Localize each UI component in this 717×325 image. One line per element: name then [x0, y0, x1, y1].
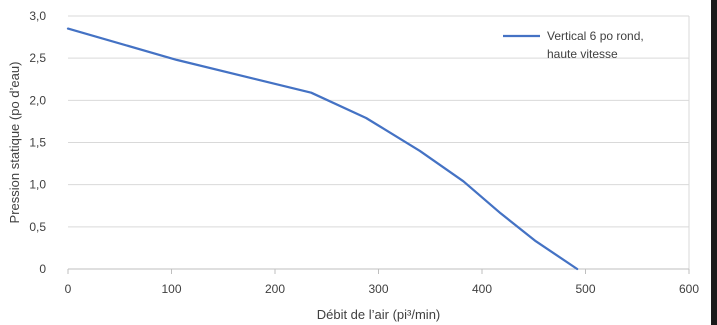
- y-tick-labels: 0 0,5 1,0 1,5 2,0 2,5 3,0: [29, 9, 46, 276]
- x-tick-label: 100: [161, 282, 181, 296]
- y-tick-label: 3,0: [29, 9, 46, 23]
- x-axis-title: Débit de l’air (pi³/min): [317, 307, 441, 322]
- legend-label-line-2: haute vitesse: [547, 47, 618, 61]
- legend: Vertical 6 po rond, haute vitesse: [503, 29, 644, 61]
- x-tick-label: 400: [472, 282, 492, 296]
- y-tick-label: 2,5: [29, 51, 46, 65]
- y-tick-label: 2,0: [29, 93, 46, 107]
- x-tick-label: 200: [265, 282, 285, 296]
- x-tick-label: 0: [65, 282, 72, 296]
- series-lines: [66, 27, 579, 271]
- x-tick-label: 600: [679, 282, 699, 296]
- window-edge: [711, 0, 717, 325]
- legend-label-line-1: Vertical 6 po rond,: [547, 29, 644, 43]
- x-tick-labels: 0 100 200 300 400 500 600: [65, 282, 700, 296]
- y-tick-label: 1,5: [29, 136, 46, 150]
- series-line: [66, 27, 579, 271]
- y-tick-label: 1,0: [29, 178, 46, 192]
- y-axis-title: Pression statique (po d’eau): [7, 62, 22, 224]
- x-tick-label: 300: [368, 282, 388, 296]
- x-tick-label: 500: [575, 282, 595, 296]
- y-tick-label: 0,5: [29, 220, 46, 234]
- y-tick-label: 0: [39, 262, 46, 276]
- axes: [67, 16, 690, 274]
